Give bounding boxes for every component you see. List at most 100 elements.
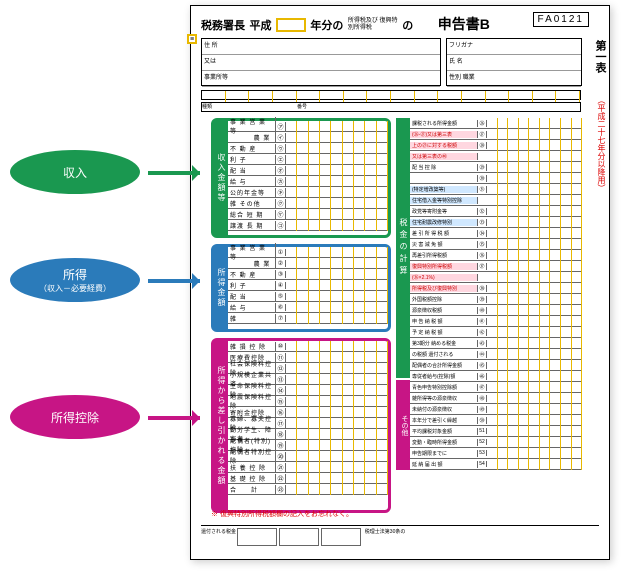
form-row: 源泉徴収税額㊵	[410, 305, 582, 316]
form-row: 所得税及び復興特別㊳	[410, 283, 582, 294]
arrow-income	[148, 171, 200, 175]
form-row: 配 当㋔	[228, 165, 388, 176]
form-row: 再差引所得税額㊱	[410, 250, 582, 261]
callout-income-label: 収入	[63, 164, 87, 181]
form-row: 不 動 産③	[228, 269, 388, 280]
reminder-note: ※ 復興特別所得税額欄の記入をお忘れなく。	[211, 509, 599, 519]
form-row: 利 子④	[228, 280, 388, 291]
form-title: 申告書B	[438, 16, 490, 32]
form-row: 専従者給与(控除)額㊻	[410, 371, 582, 382]
form-row: 合 計㉓	[228, 484, 388, 495]
form-row: 配 当⑤	[228, 291, 388, 302]
callout-deduction-label: 所得控除	[51, 409, 99, 426]
form-row: 配偶者の合計所得金額㊺	[410, 360, 582, 371]
form-row: 事 業 営 業 等①	[228, 247, 388, 258]
form-row: 政党等寄附金等㉜	[410, 206, 582, 217]
arrow-deduction	[148, 416, 200, 420]
form-row: 青色申告特別控除額㊼	[410, 382, 582, 393]
form-row: 申告期限までに53	[410, 448, 582, 459]
meta-row-2: 種類 番号	[201, 102, 581, 112]
address-block: 住 所 又は 事業所等	[201, 38, 441, 86]
tax-form: ≡ 税務署長 平成 年分の 所得税及び 復興特別所得税 の 申告書B FA012…	[190, 5, 610, 560]
bottom-block: 還付される税金 税理士法第30条の	[201, 525, 599, 551]
form-row: 本年分で差引く繰越㊿	[410, 415, 582, 426]
deduction-strip: 所得から差し引かれる金額	[214, 341, 228, 510]
shotoku-strip: 所得金額	[214, 247, 228, 329]
form-row: 平均課税対象金額51	[410, 426, 582, 437]
callout-shotoku-label: 所得	[63, 266, 87, 283]
form-row: 雑 その他㋗	[228, 198, 388, 209]
form-row: 住宅耐震改修特別㉝	[410, 217, 582, 228]
name-r3: 性別 職業	[447, 71, 581, 87]
btm-l1: 還付される税金	[201, 529, 236, 535]
tax-calc-strip: 税金の計算	[396, 118, 410, 378]
office-label: 税務署長	[201, 20, 245, 32]
form-row: 災 害 減 免 額㉟	[410, 239, 582, 250]
callout-shotoku-sub: （収入－必要経費）	[39, 283, 111, 294]
form-row: 雑所得等の源泉徴収㊽	[410, 393, 582, 404]
form-row: 予 定 納 税 額㊷	[410, 327, 582, 338]
form-row: 農 業②	[228, 258, 388, 269]
form-row: (㉖-㉗)又は第三表㉗	[410, 129, 582, 140]
form-row: 申 告 納 税 額㊶	[410, 316, 582, 327]
form-row: 上の㉗に対する税額㉘	[410, 140, 582, 151]
form-row: 配 当 控 除㉙	[410, 162, 582, 173]
page-tab-sub: （平成二十七年分以降用）	[596, 96, 607, 192]
form-row: 延 納 届 出 額54	[410, 459, 582, 470]
addr-r2: 又は	[202, 55, 440, 71]
no-label: の	[402, 20, 413, 32]
form-row: 変動・臨時所得金額52	[410, 437, 582, 448]
form-row: (㊱×2.1%)	[410, 272, 582, 283]
form-row: 利 子㋓	[228, 154, 388, 165]
form-row: 雑⑦	[228, 313, 388, 324]
form-row: 不 動 産㋒	[228, 143, 388, 154]
name-r1: フリガナ	[447, 39, 581, 55]
form-row: 配偶者特別控除⑳	[228, 451, 388, 462]
arrow-shotoku	[148, 279, 200, 283]
callout-income: 収入	[10, 150, 140, 194]
tax-calc-section: 税金の計算 その他 課税される所得金額㉖(㉖-㉗)又は第三表㉗上の㉗に対する税額…	[396, 118, 582, 529]
form-row: 事 業 営 業 等㋐	[228, 121, 388, 132]
form-row: 住宅借入金等特別控除	[410, 195, 582, 206]
form-row: 復興特別所得税額㊲	[410, 261, 582, 272]
addr-r3: 事業所等	[202, 71, 440, 87]
meta-row-1	[201, 90, 581, 100]
form-row: 又は第三表の㊵	[410, 151, 582, 162]
form-row: 差 引 所 得 税 額㉞	[410, 228, 582, 239]
income-strip: 収入金額等	[214, 121, 228, 235]
tax-type: 所得税及び 復興特別所得税	[348, 18, 398, 32]
btm-l2: 税理士法第30条の	[365, 529, 406, 535]
page-tab: 第一表	[591, 36, 609, 77]
year-of: 年分の	[310, 20, 343, 32]
form-row: 給 与㋕	[228, 176, 388, 187]
name-r2: 氏 名	[447, 55, 581, 71]
form-row: 雑 損 控 除⑩	[228, 341, 388, 352]
form-row: 公的年金等㋖	[228, 187, 388, 198]
form-row: 第3期分 納める税金㊸	[410, 338, 582, 349]
form-row: 基 礎 控 除㉒	[228, 473, 388, 484]
income-section: 収入金額等 事 業 営 業 等㋐ 農 業㋑不 動 産㋒利 子㋓配 当㋔給 与㋕公…	[211, 118, 391, 238]
name-block: フリガナ 氏 名 性別 職業	[446, 38, 582, 86]
form-row: 未納付の源泉徴収㊾	[410, 404, 582, 415]
addr-r1: 住 所	[202, 39, 440, 55]
marker-icon: ≡	[187, 34, 197, 44]
form-row: 地震保険料控除⑮	[228, 396, 388, 407]
form-row: 課税される所得金額㉖	[410, 118, 582, 129]
form-row: 給 与⑥	[228, 302, 388, 313]
form-row: 譲渡 長 期㋙	[228, 220, 388, 231]
form-code: FA0121	[533, 12, 589, 27]
form-row: ㉚	[410, 173, 582, 184]
form-row: (特定増改築等)㉛	[410, 184, 582, 195]
form-row: 外国税額控除㊴	[410, 294, 582, 305]
form-row: 農 業㋑	[228, 132, 388, 143]
other-strip: その他	[396, 380, 410, 470]
form-row: の税額 還付される㊹	[410, 349, 582, 360]
callout-shotoku: 所得 （収入－必要経費）	[10, 258, 140, 302]
shotoku-section: 所得金額 事 業 営 業 等① 農 業②不 動 産③利 子④配 当⑤給 与⑥雑⑦	[211, 244, 391, 332]
form-row: 総合 短 期㋘	[228, 209, 388, 220]
deduction-section: 所得から差し引かれる金額 雑 損 控 除⑩医療費控除⑪社会保険料控除⑫小規模企業…	[211, 338, 391, 513]
callout-deduction: 所得控除	[10, 395, 140, 439]
heisei-label: 平成	[249, 20, 271, 32]
year-box	[276, 18, 306, 32]
form-row: 扶 養 控 除㉑	[228, 462, 388, 473]
